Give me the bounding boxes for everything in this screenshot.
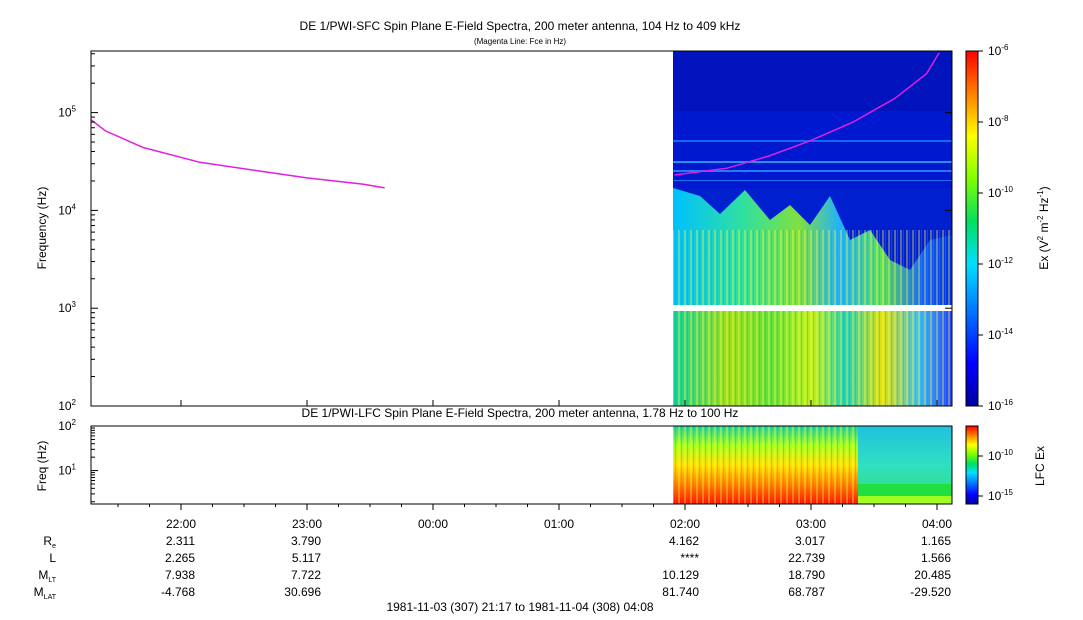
sfc-y-label: Frequency (Hz) [35,187,49,270]
ephemeris-value: 81.740 [662,585,699,599]
sfc-y-tick-label: 105 [58,105,76,120]
fce-lines [91,52,940,189]
time-tick-label: 01:00 [544,517,574,531]
sfc-colorbar [965,50,979,407]
sfc-y-tick-label: 102 [58,398,76,413]
ephemeris-value: 3.790 [291,534,321,548]
time-tick-label: 22:00 [166,517,196,531]
ephemeris-value: -29.520 [910,585,951,599]
lfc-colorbar [965,425,979,505]
sfc-y-axis: 102 103 104 105 [58,53,952,413]
sfc-subtitle: (Magenta Line: Fce in Hz) [474,37,566,46]
time-tick-label: 03:00 [796,517,826,531]
ephemeris-value: 20.485 [914,568,951,582]
sfc-plot-frame [90,50,953,407]
time-tick-label: 02:00 [670,517,700,531]
lfc-spectrogram [673,426,952,504]
sfc-colorbar-tick-label: 10-12 [988,256,1013,271]
ephemeris-value: 7.722 [291,568,321,582]
ephemeris-value: **** [680,551,699,565]
sfc-colorbar-tick-label: 10-6 [988,43,1009,58]
sfc-y-tick-label: 104 [58,202,76,217]
ephemeris-value: 3.017 [795,534,825,548]
ephemeris-value: 2.311 [166,534,195,548]
ephemeris-row-label: MLT [38,568,56,584]
sfc-title: DE 1/PWI-SFC Spin Plane E-Field Spectra,… [300,19,741,33]
ephemeris-value: 68.787 [788,585,825,599]
lfc-plot-frame [90,425,953,505]
ephemeris-value: 2.265 [165,551,195,565]
ephemeris-value: 18.790 [788,568,825,582]
time-axis: 22:00 23:00 00:00 01:00 02:00 03:00 04:00 [117,400,952,531]
ephemeris-value: 5.117 [292,551,321,565]
lfc-title: DE 1/PWI-LFC Spin Plane E-Field Spectra,… [302,406,739,420]
sfc-y-tick-label: 103 [58,300,76,315]
lfc-colorbar-label: LFC Ex [1033,446,1047,486]
ephemeris-value: 7.938 [165,568,195,582]
lfc-y-tick-label: 101 [58,463,76,478]
ephemeris-value: 30.696 [284,585,321,599]
time-tick-label: 04:00 [922,517,952,531]
time-range: 1981-11-03 (307) 21:17 to 1981-11-04 (30… [386,600,653,614]
time-tick-label: 00:00 [418,517,448,531]
sfc-colorbar-tick-label: 10-10 [988,185,1013,200]
lfc-colorbar-tick-label: 10-10 [988,448,1013,463]
sfc-colorbar-ticks: 10-6 10-8 10-10 10-12 10-14 10-16 [978,43,1013,413]
sfc-spectrogram [673,51,952,406]
ephemeris-value: 1.566 [921,551,951,565]
sfc-colorbar-tick-label: 10-14 [988,327,1013,342]
sfc-data-gap [673,305,952,311]
ephemeris-row-label: Re [43,534,56,550]
ephemeris-value: -4.768 [161,585,195,599]
time-tick-label: 23:00 [292,517,322,531]
lfc-y-tick-label: 102 [58,418,76,433]
ephemeris-row-label: MLAT [34,585,57,601]
ephemeris-value: 4.162 [669,534,699,548]
lfc-y-label: Freq (Hz) [35,441,49,492]
fce-line-2 [674,52,940,176]
ephemeris-value: 22.739 [788,551,825,565]
fce-line-1 [91,118,385,189]
lfc-y-axis: 101 102 [58,418,98,503]
sfc-colorbar-tick-label: 10-16 [988,398,1013,413]
ephemeris-value: 1.165 [921,534,951,548]
sfc-colorbar-label: Ex (V2 m-2 Hz-1) [1036,186,1051,269]
lfc-colorbar-ticks: 10-10 10-15 [978,448,1013,503]
ephemeris-row-label: L [49,551,56,565]
ephemeris-value: 10.129 [662,568,699,582]
sfc-colorbar-tick-label: 10-8 [988,114,1009,129]
lfc-colorbar-tick-label: 10-15 [988,488,1013,503]
ephemeris-table: Re 2.311 3.790 4.162 3.017 1.165 L 2.265 5.117 **… [34,534,952,601]
